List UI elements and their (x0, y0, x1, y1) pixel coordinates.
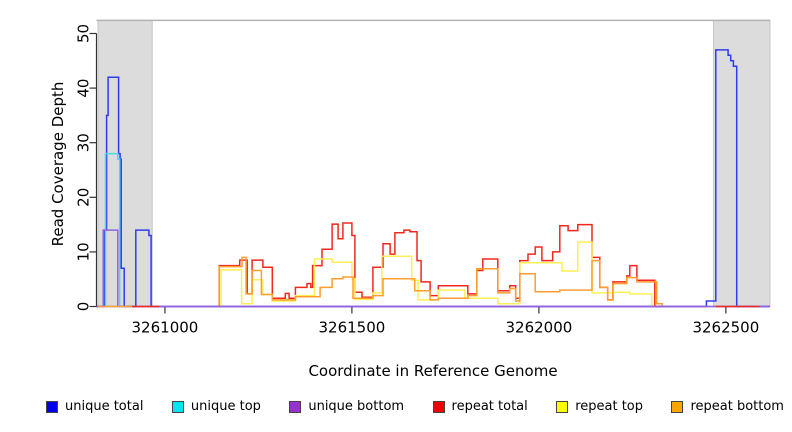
x-tick-label: 3261500 (319, 319, 386, 337)
legend-label: unique top (190, 399, 261, 414)
legend-item-repeat-total: repeat total (432, 399, 528, 414)
legend-item-repeat-top: repeat top (556, 399, 643, 414)
series-repeat-total (218, 222, 663, 308)
y-tick-label: 50 (75, 24, 93, 43)
legend-label: repeat top (575, 399, 643, 414)
shaded-region (713, 19, 771, 307)
x-tick-label: 3262500 (692, 319, 759, 337)
series-repeat-top (220, 241, 655, 308)
legend: unique total unique top unique bottom re… (46, 399, 784, 414)
legend-label: unique total (65, 399, 144, 414)
series-unique-top (104, 152, 121, 307)
legend-label: unique bottom (308, 399, 405, 414)
legend-item-repeat-bottom: repeat bottom (671, 399, 784, 414)
unique-top-swatch-icon (171, 400, 184, 413)
unique-bottom-swatch-icon (289, 400, 302, 413)
y-tick-label: 40 (75, 79, 93, 98)
repeat-total-swatch-icon (432, 400, 445, 413)
x-tick-label: 3261000 (132, 319, 199, 337)
legend-item-unique-bottom: unique bottom (289, 399, 404, 414)
repeat-bottom-swatch-icon (671, 400, 684, 413)
x-tick-label: 3262000 (505, 319, 572, 337)
legend-item-unique-total: unique total (46, 399, 143, 414)
legend-label: repeat total (451, 399, 528, 414)
repeat-top-swatch-icon (556, 400, 569, 413)
y-tick-label: 30 (75, 133, 93, 152)
y-axis-title: Read Coverage Depth (49, 81, 67, 247)
unique-total-swatch-icon (46, 400, 58, 413)
series-repeat-bottom (218, 256, 664, 307)
legend-label: repeat bottom (690, 399, 784, 414)
series-unique-total (96, 49, 770, 308)
y-tick-label: 0 (75, 302, 93, 312)
y-tick-label: 20 (75, 188, 93, 207)
x-axis-title: Coordinate in Reference Genome (308, 362, 558, 380)
y-tick-label: 10 (75, 242, 93, 261)
legend-item-unique-top: unique top (171, 399, 261, 414)
